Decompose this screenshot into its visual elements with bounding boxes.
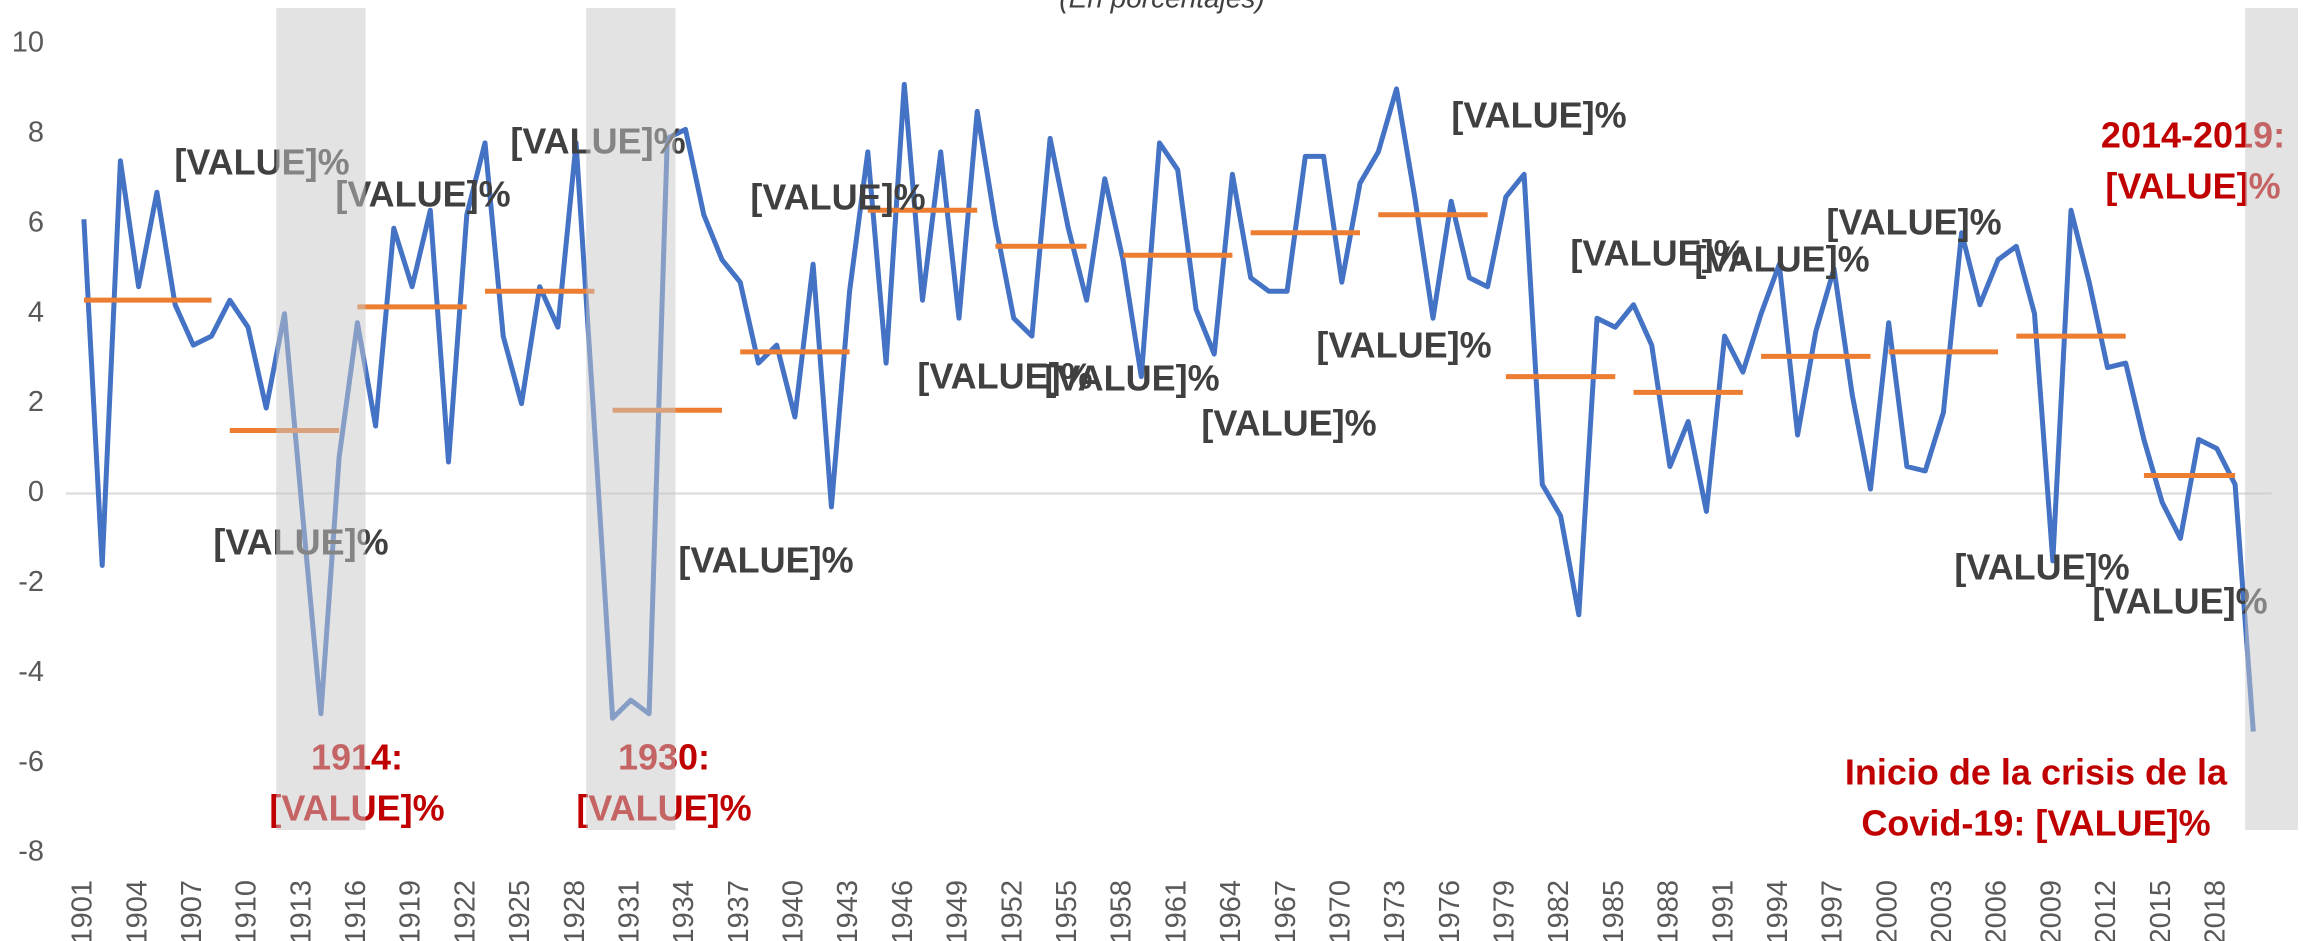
annotation: [VALUE]% [1826,202,2001,243]
x-tick-label: 1919 [395,880,427,941]
x-tick-label: 1940 [778,880,810,941]
x-tick-label: 1958 [1106,880,1138,941]
annotation: [VALUE]% [1451,95,1626,136]
x-tick-label: 1973 [1379,880,1411,941]
x-tick-label: 2006 [1981,880,2013,941]
x-tick-label: 1967 [1270,880,1302,941]
annotation: [VALUE]% [1570,233,1745,274]
x-tick-label: 1970 [1324,880,1356,941]
annotation: [VALUE]% [1954,547,2129,588]
y-tick-label: -2 [18,566,44,598]
y-tick-label: 6 [28,206,44,238]
x-tick-label: 1925 [504,880,536,941]
y-tick-label: -8 [18,836,44,868]
x-tick-label: 1916 [340,880,372,941]
highlight-band [586,8,676,830]
x-tick-label: 1922 [449,880,481,941]
annotation: [VALUE]% [917,356,1092,397]
x-tick-label: 1997 [1817,880,1849,941]
data-line [81,81,2256,732]
x-tick-label: 1946 [887,880,919,941]
x-tick-label: 1943 [832,880,864,941]
highlight-annotation: Inicio de la crisis de la [1845,752,2228,793]
annotation: [VALUE]% [1316,325,1491,366]
x-tick-label: 1937 [723,880,755,941]
chart-subtitle: (En porcentajes) [1059,0,1264,13]
x-tick-label: 1976 [1434,880,1466,941]
x-tick-label: 1901 [67,880,99,941]
x-tick-label: 1913 [285,880,317,941]
y-tick-label: -4 [18,656,44,688]
y-tick-label: 8 [28,117,44,149]
highlight-band [276,8,366,830]
x-tick-label: 1991 [1707,880,1739,941]
annotation: [VALUE]% [750,177,925,218]
x-tick-label: 1949 [942,880,974,941]
highlight-band [2245,8,2298,830]
highlight-annotation: Covid-19: [VALUE]% [1861,803,2210,844]
annotation: [VALUE]% [1044,358,1219,399]
x-tick-label: 2003 [1926,880,1958,941]
annotation: [VALUE]% [2092,581,2267,622]
y-tick-label: 0 [28,476,44,508]
y-tick-label: 10 [12,27,44,59]
x-tick-label: 1961 [1160,880,1192,941]
y-tick-label: 4 [28,296,44,328]
x-tick-label: 1994 [1762,880,1794,941]
x-tick-label: 1982 [1543,880,1575,941]
x-tick-label: 2009 [2035,880,2067,941]
x-tick-label: 1964 [1215,880,1247,941]
x-tick-label: 1985 [1598,880,1630,941]
x-tick-label: 1979 [1489,880,1521,941]
y-tick-label: -6 [18,746,44,778]
x-tick-label: 1955 [1051,880,1083,941]
x-tick-label: 2012 [2090,880,2122,941]
annotation: [VALUE]% [1694,239,1869,280]
y-tick-label: 2 [28,386,44,418]
x-tick-label: 1904 [121,880,153,941]
annotation: [VALUE]% [1201,403,1376,444]
x-tick-label: 2015 [2145,880,2177,941]
x-tick-label: 1907 [176,880,208,941]
x-tick-label: 1910 [231,880,263,941]
annotation: [VALUE]% [678,540,853,581]
x-tick-label: 2018 [2199,880,2231,941]
x-tick-label: 1931 [613,880,645,941]
x-tick-label: 1988 [1653,880,1685,941]
x-tick-label: 2000 [1871,880,1903,941]
x-tick-label: 1928 [559,880,591,941]
x-tick-label: 1952 [996,880,1028,941]
x-tick-label: 1934 [668,880,700,941]
